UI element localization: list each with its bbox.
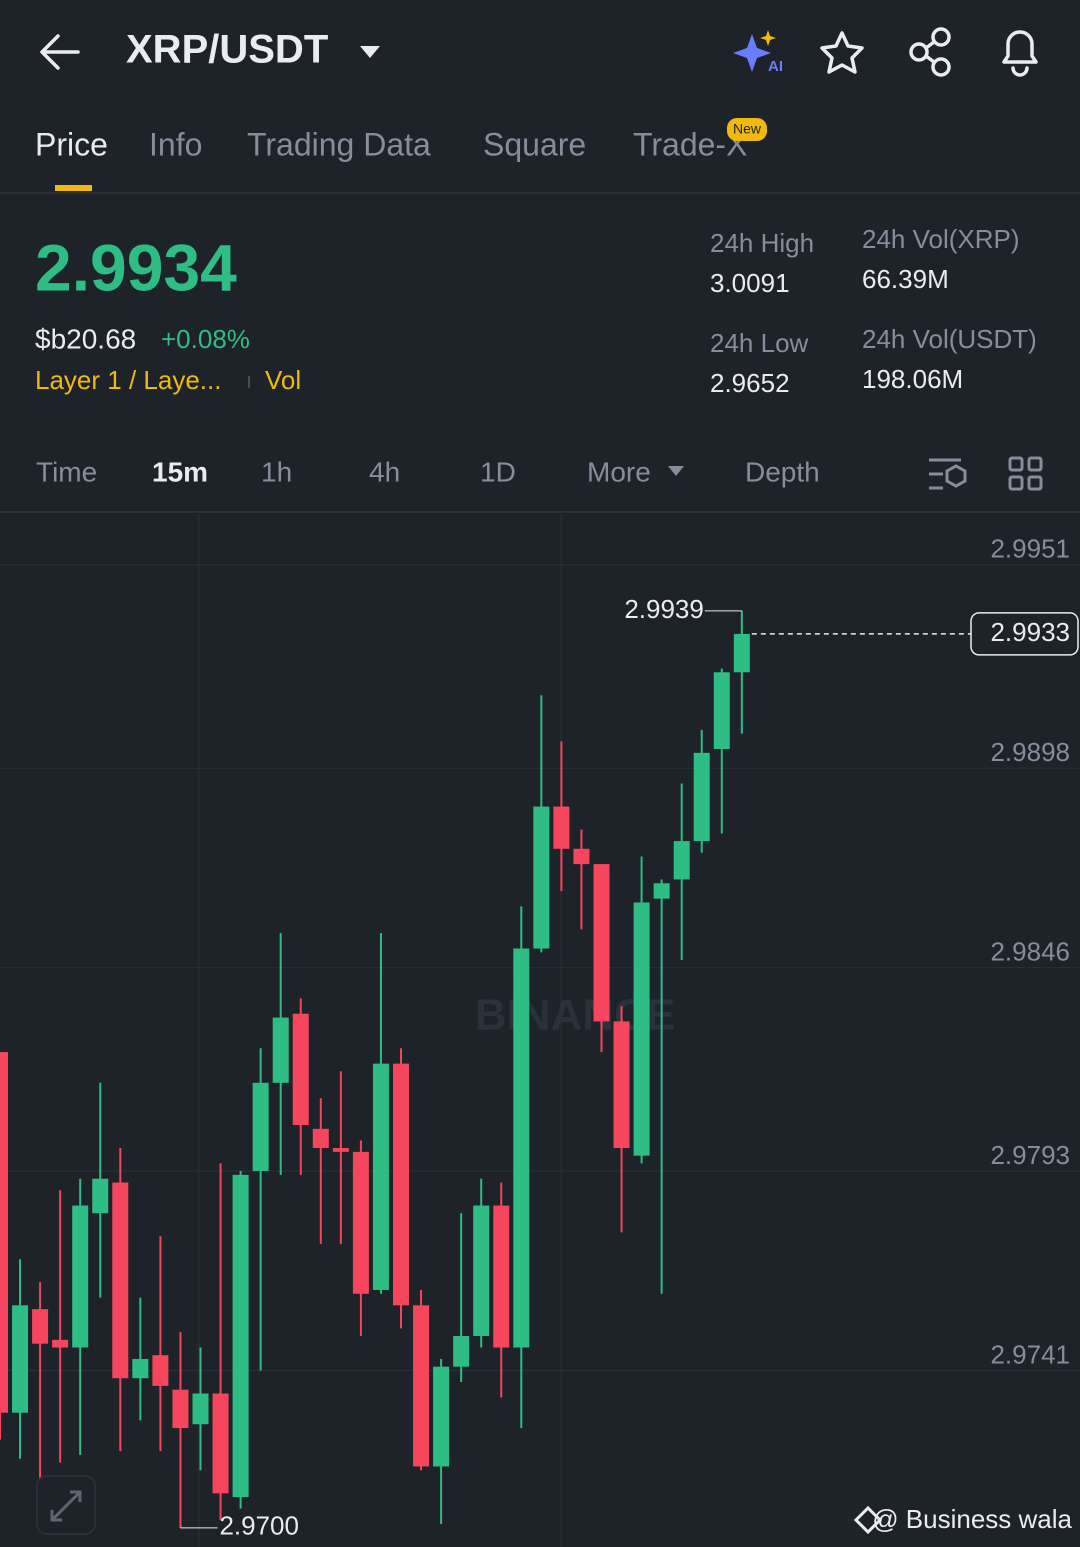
candle-body <box>693 752 710 842</box>
back-button[interactable] <box>40 34 80 70</box>
favorite-button[interactable] <box>820 31 864 74</box>
candle-body <box>212 1393 229 1494</box>
candle-body <box>372 1063 389 1290</box>
stat-value: 66.39M <box>862 264 949 294</box>
candle-body <box>192 1393 209 1425</box>
candle-body <box>653 883 670 899</box>
stat-label: 24h Vol(XRP) <box>862 224 1020 254</box>
candle-body <box>292 1013 309 1125</box>
category-tag[interactable]: Layer 1 / Laye... <box>35 365 221 395</box>
candle-body <box>473 1205 490 1336</box>
stat-label: 24h High <box>710 228 814 258</box>
candle-body <box>252 1082 269 1172</box>
watermark-credit: @ Business wala <box>872 1504 1072 1534</box>
pair-dropdown[interactable] <box>360 46 380 58</box>
svg-text:AI: AI <box>768 58 783 75</box>
interval[interactable]: Time <box>36 456 97 487</box>
alert-button[interactable] <box>1002 30 1038 77</box>
stat-label: 24h Low <box>710 328 809 358</box>
max-label: 2.9939 <box>624 594 704 624</box>
stat-label: 24h Vol(USDT) <box>862 324 1037 354</box>
candle-body <box>92 1178 109 1214</box>
tab-indicator <box>55 185 92 191</box>
share-button[interactable] <box>909 27 951 77</box>
interval[interactable]: 1D <box>480 456 516 487</box>
y-tick-label: 2.9846 <box>990 937 1070 967</box>
candle-body <box>433 1366 450 1467</box>
layout-button[interactable] <box>1008 456 1043 491</box>
candle-body <box>332 1148 349 1152</box>
candle-body <box>12 1305 29 1413</box>
candle-body <box>593 864 610 1022</box>
fiat-price: $b20.68 <box>35 323 136 354</box>
ai-button[interactable]: AI <box>733 30 783 75</box>
candle-body <box>613 1021 630 1149</box>
stat-value: 3.0091 <box>710 268 790 298</box>
tab[interactable]: Price <box>35 126 108 162</box>
candle-body <box>513 948 530 1348</box>
expand-button[interactable] <box>36 1475 96 1535</box>
y-tick-label: 2.9898 <box>990 737 1070 767</box>
candle-body <box>533 806 550 949</box>
new-badge <box>727 118 767 141</box>
candle-body <box>112 1182 129 1379</box>
candle-body <box>553 806 570 849</box>
stat-value: 2.9652 <box>710 368 790 398</box>
y-tick-label: 2.9793 <box>990 1140 1070 1170</box>
tab[interactable]: Trading Data <box>247 126 431 162</box>
interval[interactable]: 1h <box>261 456 292 487</box>
candle-body <box>573 848 590 865</box>
last-price-label: 2.9933 <box>990 617 1070 647</box>
y-tick-label: 2.9741 <box>990 1339 1070 1369</box>
interval[interactable]: Depth <box>745 456 820 487</box>
candle-body <box>232 1174 249 1498</box>
candle-body <box>172 1389 189 1429</box>
more-dropdown <box>668 466 684 476</box>
last-price: 2.9934 <box>35 230 237 304</box>
price-change: +0.08% <box>161 324 250 354</box>
footer-logo <box>853 1505 883 1535</box>
min-label: 2.9700 <box>219 1511 299 1541</box>
candle-body <box>493 1205 510 1348</box>
tab[interactable]: Square <box>483 126 586 162</box>
candle-body <box>733 633 750 673</box>
pair-title[interactable]: XRP/USDT <box>126 28 328 72</box>
new-badge-text: New <box>733 121 762 137</box>
candle-body <box>633 902 650 1156</box>
interval[interactable]: More <box>587 456 651 487</box>
candle-body <box>713 672 730 750</box>
candle-body <box>152 1355 169 1386</box>
candle-body <box>72 1205 89 1348</box>
tab[interactable]: Info <box>149 126 202 162</box>
candle-body <box>32 1309 49 1344</box>
interval[interactable]: 15m <box>152 456 208 487</box>
candle-body <box>132 1359 149 1379</box>
candle-body <box>413 1305 430 1467</box>
category-tag[interactable]: Vol <box>265 365 301 395</box>
y-tick-label: 2.9951 <box>990 534 1070 564</box>
indicator-settings[interactable] <box>929 458 967 490</box>
candle-body <box>0 1052 8 1413</box>
candle-body <box>52 1339 69 1348</box>
candle-body <box>673 841 690 880</box>
last-price-box <box>970 612 1079 656</box>
candle-body <box>453 1335 470 1367</box>
interval[interactable]: 4h <box>369 456 400 487</box>
candle-body <box>272 1017 289 1083</box>
candle-body <box>393 1063 409 1306</box>
candle-body <box>352 1151 369 1294</box>
stat-value: 198.06M <box>862 364 963 394</box>
candle-body <box>312 1128 329 1149</box>
